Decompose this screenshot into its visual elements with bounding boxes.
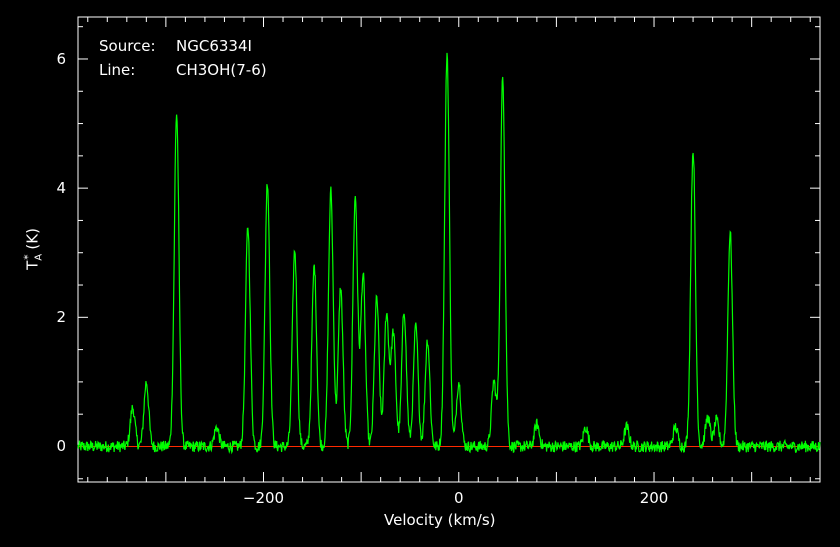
x-axis-label: Velocity (km/s) xyxy=(384,511,496,529)
y-axis-label-main: T xyxy=(23,260,42,270)
y-tick-label: 4 xyxy=(56,179,66,198)
y-tick-label: 2 xyxy=(56,308,66,327)
x-tick-label: −200 xyxy=(242,489,285,507)
source-label: Source: xyxy=(99,37,156,55)
plot-frame xyxy=(77,16,821,483)
y-axis-label-unit: (K) xyxy=(23,228,42,250)
y-axis-label: TA* (K) xyxy=(22,228,45,270)
y-axis-label-sub: A xyxy=(33,253,45,261)
axis-ticks xyxy=(78,17,820,482)
line-value: CH3OH(7-6) xyxy=(176,61,267,79)
y-tick-label: 6 xyxy=(56,49,66,68)
y-tick-label: 0 xyxy=(56,437,66,456)
line-label: Line: xyxy=(99,61,136,79)
x-tick-label: 0 xyxy=(453,489,464,507)
y-axis-label-sup: * xyxy=(21,254,35,260)
x-tick-label: 200 xyxy=(639,489,669,507)
source-value: NGC6334I xyxy=(176,37,252,55)
spectrum-series-line xyxy=(77,52,821,455)
